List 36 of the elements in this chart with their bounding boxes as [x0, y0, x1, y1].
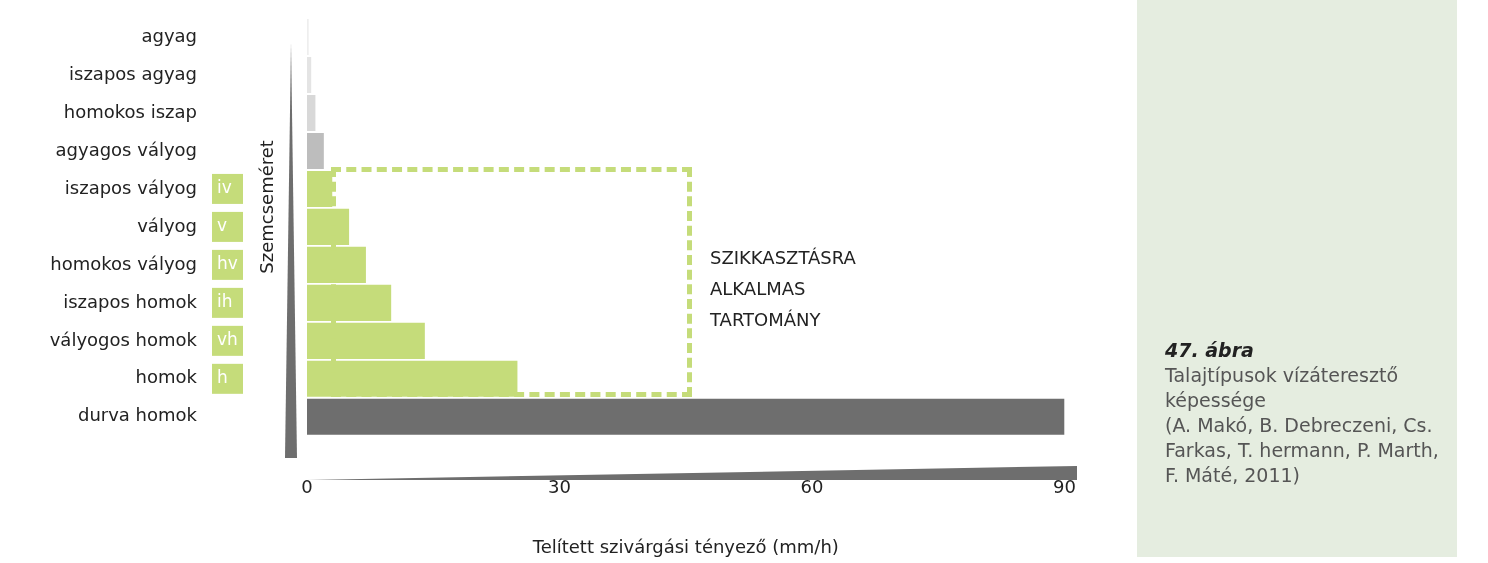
- bar: [307, 322, 425, 359]
- x-axis-title: Telített szivárgási tényező (mm/h): [531, 535, 839, 557]
- y-tick-label: agyag: [141, 24, 197, 46]
- text: vh: [217, 329, 238, 350]
- bar: [307, 170, 333, 207]
- y-axis-title: Szemcseméret: [255, 140, 277, 274]
- bar: [307, 132, 324, 169]
- text: Talajtípusok vízáteresztő képessége: [1165, 363, 1399, 413]
- y-tick-label: iszapos vályog: [64, 176, 197, 198]
- y-tick-label: homokos iszap: [63, 100, 197, 122]
- x-tick-label: 90: [1053, 476, 1076, 498]
- bar: [307, 56, 312, 94]
- y-tick-label: homokos vályog: [50, 252, 197, 274]
- y-tick-label: vályogos homok: [49, 328, 198, 350]
- bar: [307, 284, 392, 321]
- y-tick-label: homok: [135, 366, 198, 388]
- text: iv: [217, 177, 232, 198]
- text: 47. ábra: [1165, 338, 1255, 363]
- text: ih: [217, 291, 233, 312]
- text: v: [217, 215, 228, 236]
- bar: [307, 208, 350, 245]
- bar: [307, 398, 1065, 435]
- y-tick-label: agyagos vályog: [55, 138, 197, 160]
- y-tick-label: durva homok: [77, 404, 198, 426]
- text: hv: [217, 253, 238, 274]
- y-tick-label: iszapos agyag: [69, 62, 197, 84]
- bar: [307, 246, 366, 283]
- bar: [307, 94, 316, 131]
- annotation: SZIKKASZTÁSRA ALKALMAS TARTOMÁNY: [710, 246, 857, 332]
- x-tick-label: 0: [301, 476, 313, 498]
- text: (A. Makó, B. Debreczeni, Cs. Farkas, T. hermann, P. Marth, F. Máté, 2011): [1165, 413, 1440, 488]
- y-tick-label: vályog: [137, 214, 197, 236]
- x-tick-label: 30: [548, 476, 571, 498]
- text: h: [217, 367, 228, 388]
- y-tick-label: iszapos homok: [63, 290, 198, 312]
- x-tick-label: 60: [800, 476, 824, 498]
